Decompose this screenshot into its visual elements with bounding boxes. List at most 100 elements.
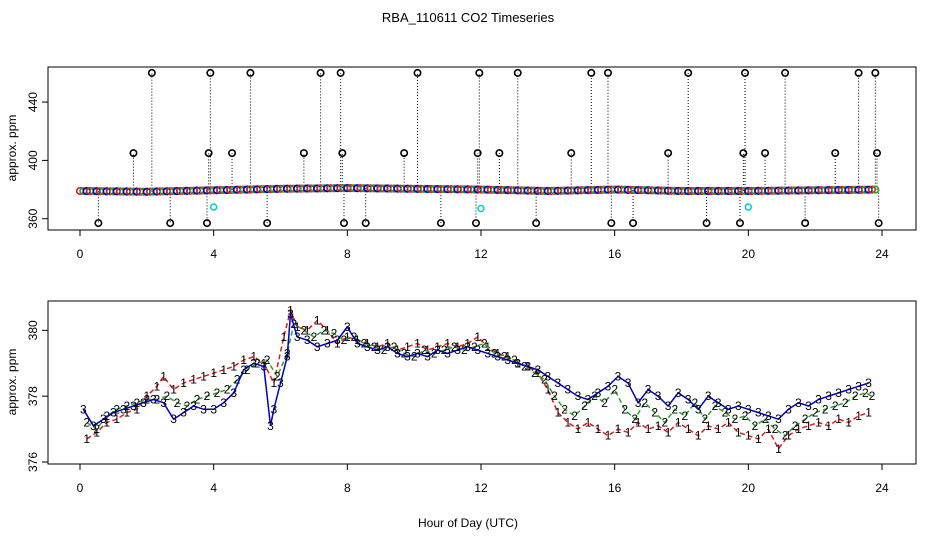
- series-marker-3: 3: [374, 343, 381, 357]
- series-marker-2: 2: [842, 396, 849, 410]
- series-marker-2: 2: [174, 396, 181, 410]
- y-tick-label: 360: [26, 208, 40, 228]
- series-marker-3: 3: [277, 376, 284, 390]
- series-marker-2: 2: [491, 346, 498, 360]
- series-marker-2: 2: [621, 402, 628, 416]
- series-marker-1: 1: [270, 376, 277, 390]
- flag-point-high: [740, 68, 749, 77]
- series-marker-3: 3: [735, 399, 742, 413]
- series-marker-2: 2: [194, 392, 201, 406]
- panel-top-y-axis: 360 400 440: [26, 92, 49, 229]
- series-marker-3: 3: [504, 353, 511, 367]
- series-marker-3: 3: [434, 343, 441, 357]
- series-marker-1: 1: [464, 337, 471, 351]
- series-marker-3: 3: [230, 386, 237, 400]
- series-marker-1: 1: [210, 366, 217, 380]
- series-marker-3: 3: [855, 379, 862, 393]
- series-marker-2: 2: [123, 399, 130, 413]
- flag-point-low: [166, 219, 175, 228]
- panel-top-baseline-points: [75, 183, 880, 196]
- series-marker-3: 3: [805, 399, 812, 413]
- panel-bottom-ylabel: approx. ppm: [5, 349, 19, 416]
- flag-point-mid: [739, 149, 748, 158]
- series-marker-1: 1: [133, 402, 140, 416]
- series-marker-2: 2: [204, 389, 211, 403]
- series-marker-2: 2: [431, 346, 438, 360]
- series-marker-2: 2: [531, 366, 538, 380]
- series-marker-2: 2: [681, 409, 688, 423]
- series-marker-1: 1: [230, 360, 237, 374]
- series-marker-1: 1: [404, 340, 411, 354]
- series-marker-2: 2: [244, 363, 251, 377]
- panel-top-x-axis: 0 4 8 12 16 20 24: [77, 229, 889, 261]
- series-marker-1: 1: [715, 422, 722, 436]
- series-marker-1: 1: [635, 416, 642, 430]
- series-marker-1: 1: [575, 422, 582, 436]
- series-marker-1: 1: [855, 409, 862, 423]
- flag-point-high: [871, 68, 880, 77]
- series-marker-3: 3: [715, 396, 722, 410]
- series-marker-3: 3: [100, 412, 107, 426]
- series-marker-3: 3: [444, 346, 451, 360]
- flag-point-cyan: [744, 203, 753, 211]
- series-marker-3: 3: [524, 360, 531, 374]
- series-marker-2: 2: [742, 409, 749, 423]
- x-tick-label: 20: [742, 481, 756, 495]
- series-marker-1: 1: [474, 330, 481, 344]
- series-marker-2: 2: [671, 402, 678, 416]
- series-marker-3: 3: [595, 386, 602, 400]
- series-marker-1: 1: [123, 406, 130, 420]
- series-marker-2: 2: [772, 422, 779, 436]
- x-tick-label: 12: [474, 247, 488, 261]
- series-marker-3: 3: [494, 350, 501, 364]
- series-line-2: [86, 322, 873, 437]
- series-marker-2: 2: [391, 340, 398, 354]
- series-marker-2: 2: [103, 409, 110, 423]
- flag-point-low: [263, 219, 272, 228]
- series-marker-3: 3: [260, 360, 267, 374]
- series-marker-1: 1: [287, 304, 294, 318]
- series-marker-2: 2: [274, 369, 281, 383]
- series-marker-2: 2: [184, 399, 191, 413]
- flag-point-high: [603, 68, 612, 77]
- series-marker-1: 1: [180, 376, 187, 390]
- series-marker-2: 2: [371, 340, 378, 354]
- flag-point-low: [471, 219, 480, 228]
- series-marker-3: 3: [514, 356, 521, 370]
- series-marker-2: 2: [411, 350, 418, 364]
- series-marker-3: 3: [544, 369, 551, 383]
- series-marker-3: 3: [835, 386, 842, 400]
- series-marker-1: 1: [220, 363, 227, 377]
- series-marker-2: 2: [471, 340, 478, 354]
- series-marker-1: 1: [280, 330, 287, 344]
- series-marker-1: 1: [695, 429, 702, 443]
- series-marker-1: 1: [384, 337, 391, 351]
- series-marker-2: 2: [712, 399, 719, 413]
- series-marker-2: 2: [143, 392, 150, 406]
- flag-point-mid: [338, 149, 347, 158]
- flag-point-high: [336, 68, 345, 77]
- series-marker-3: 3: [404, 350, 411, 364]
- series-marker-1: 1: [755, 432, 762, 446]
- series-marker-2: 2: [802, 412, 809, 426]
- series-marker-1: 1: [544, 383, 551, 397]
- series-marker-2: 2: [852, 389, 859, 403]
- series-marker-3: 3: [394, 346, 401, 360]
- flag-point-mid: [228, 149, 237, 158]
- flag-point-low: [801, 219, 810, 228]
- series-marker-3: 3: [304, 333, 311, 347]
- x-tick-label: 0: [77, 481, 84, 495]
- series-marker-1: 1: [534, 366, 541, 380]
- flag-point-high: [587, 68, 596, 77]
- series-marker-3: 3: [210, 402, 217, 416]
- series-marker-1: 1: [625, 425, 632, 439]
- series-marker-3: 3: [140, 396, 147, 410]
- series-marker-1: 1: [170, 383, 177, 397]
- series-marker-1: 1: [160, 369, 167, 383]
- series-line-1: [86, 308, 869, 451]
- series-marker-2: 2: [752, 419, 759, 433]
- series-marker-3: 3: [240, 363, 247, 377]
- x-tick-label: 4: [210, 247, 217, 261]
- x-tick-label: 24: [875, 247, 889, 261]
